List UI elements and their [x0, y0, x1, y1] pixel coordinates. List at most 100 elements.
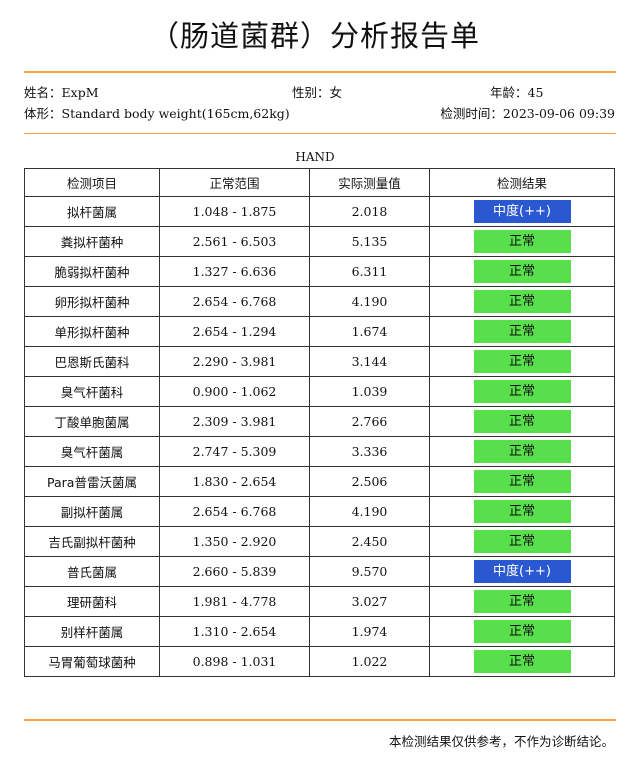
cell-range: 1.350 - 2.920	[159, 526, 310, 557]
cell-range: 2.561 - 6.503	[159, 226, 310, 257]
cell-result: 正常	[429, 376, 615, 407]
result-badge-normal: 正常	[473, 320, 571, 343]
cell-range: 1.310 - 2.654	[159, 616, 310, 647]
cell-value: 2.506	[309, 466, 430, 497]
cell-value: 4.190	[309, 286, 430, 317]
header-range: 正常范围	[159, 168, 310, 197]
result-badge-normal: 正常	[473, 230, 571, 253]
patient-body-value: Standard body weight(165cm,62kg)	[61, 106, 290, 121]
cell-item: 丁酸单胞菌属	[24, 406, 160, 437]
cell-item: 单形拟杆菌种	[24, 316, 160, 347]
cell-item: 拟杆菌属	[24, 196, 160, 227]
cell-range: 1.048 - 1.875	[159, 196, 310, 227]
cell-range: 1.830 - 2.654	[159, 466, 310, 497]
result-badge-normal: 正常	[473, 500, 571, 523]
disclaimer-note: 本检测结果仅供参考，不作为诊断结论。	[388, 734, 614, 749]
cell-item: Para普雷沃菌属	[24, 466, 160, 497]
cell-result: 正常	[429, 346, 615, 377]
cell-range: 2.654 - 6.768	[159, 286, 310, 317]
sample-label: HAND	[295, 150, 335, 164]
cell-item: 吉氏副拟杆菌种	[24, 526, 160, 557]
patient-body-label: 体形：	[24, 106, 62, 121]
patient-age: 年龄：45	[490, 84, 543, 102]
cell-value: 1.674	[309, 316, 430, 347]
cell-result: 中度(++)	[429, 196, 615, 227]
table-row: 脆弱拟杆菌种 1.327 - 6.636 6.311 正常	[24, 256, 615, 287]
result-badge-high: 中度(++)	[473, 200, 571, 223]
test-time: 检测时间：2023-09-06 09:39	[440, 105, 615, 123]
cell-item: 马胃葡萄球菌种	[24, 646, 160, 677]
result-badge-high: 中度(++)	[473, 560, 571, 583]
results-table: 检测项目 正常范围 实际测量值 检测结果 拟杆菌属 1.048 - 1.875 2.…	[24, 168, 615, 677]
cell-result: 正常	[429, 316, 615, 347]
table-row: 别样杆菌属 1.310 - 2.654 1.974 正常	[24, 616, 615, 647]
cell-range: 0.898 - 1.031	[159, 646, 310, 677]
cell-value: 9.570	[309, 556, 430, 587]
cell-range: 2.654 - 6.768	[159, 496, 310, 527]
cell-value: 6.311	[309, 256, 430, 287]
cell-value: 4.190	[309, 496, 430, 527]
cell-result: 正常	[429, 256, 615, 287]
result-badge-normal: 正常	[473, 350, 571, 373]
cell-item: 副拟杆菌属	[24, 496, 160, 527]
cell-value: 3.144	[309, 346, 430, 377]
table-row: Para普雷沃菌属 1.830 - 2.654 2.506 正常	[24, 466, 615, 497]
cell-item: 粪拟杆菌种	[24, 226, 160, 257]
cell-result: 正常	[429, 496, 615, 527]
cell-value: 1.022	[309, 646, 430, 677]
table-row: 臭气杆菌科 0.900 - 1.062 1.039 正常	[24, 376, 615, 407]
cell-value: 2.766	[309, 406, 430, 437]
table-row: 拟杆菌属 1.048 - 1.875 2.018 中度(++)	[24, 196, 615, 227]
cell-result: 正常	[429, 286, 615, 317]
cell-range: 2.660 - 5.839	[159, 556, 310, 587]
cell-result: 正常	[429, 436, 615, 467]
patient-gender-label: 性别：	[292, 85, 330, 100]
cell-result: 中度(++)	[429, 556, 615, 587]
result-badge-normal: 正常	[473, 440, 571, 463]
cell-result: 正常	[429, 526, 615, 557]
cell-result: 正常	[429, 586, 615, 617]
cell-range: 2.290 - 3.981	[159, 346, 310, 377]
patient-gender: 性别：女	[292, 84, 342, 102]
patient-name: 姓名：ExpM	[24, 84, 99, 102]
cell-value: 2.018	[309, 196, 430, 227]
header-result: 检测结果	[429, 168, 615, 197]
table-row: 卵形拟杆菌种 2.654 - 6.768 4.190 正常	[24, 286, 615, 317]
table-row: 巴恩斯氏菌科 2.290 - 3.981 3.144 正常	[24, 346, 615, 377]
cell-item: 脆弱拟杆菌种	[24, 256, 160, 287]
cell-value: 1.974	[309, 616, 430, 647]
cell-range: 1.981 - 4.778	[159, 586, 310, 617]
table-row: 臭气杆菌属 2.747 - 5.309 3.336 正常	[24, 436, 615, 467]
table-row: 粪拟杆菌种 2.561 - 6.503 5.135 正常	[24, 226, 615, 257]
test-time-label: 检测时间：	[440, 106, 503, 121]
patient-age-value: 45	[527, 85, 544, 100]
cell-item: 理研菌科	[24, 586, 160, 617]
table-row: 单形拟杆菌种 2.654 - 1.294 1.674 正常	[24, 316, 615, 347]
cell-result: 正常	[429, 616, 615, 647]
patient-name-value: ExpM	[61, 85, 99, 100]
cell-value: 3.027	[309, 586, 430, 617]
header-value: 实际测量值	[309, 168, 430, 197]
cell-item: 巴恩斯氏菌科	[24, 346, 160, 377]
test-time-value: 2023-09-06 09:39	[502, 106, 615, 121]
header-item: 检测项目	[24, 168, 160, 197]
info-divider	[24, 133, 616, 134]
patient-gender-value: 女	[329, 85, 343, 100]
cell-range: 2.654 - 1.294	[159, 316, 310, 347]
table-row: 丁酸单胞菌属 2.309 - 3.981 2.766 正常	[24, 406, 615, 437]
table-row: 吉氏副拟杆菌种 1.350 - 2.920 2.450 正常	[24, 526, 615, 557]
cell-item: 别样杆菌属	[24, 616, 160, 647]
result-badge-normal: 正常	[473, 530, 571, 553]
cell-range: 0.900 - 1.062	[159, 376, 310, 407]
cell-item: 臭气杆菌属	[24, 436, 160, 467]
patient-age-label: 年龄：	[490, 85, 528, 100]
table-row: 普氏菌属 2.660 - 5.839 9.570 中度(++)	[24, 556, 615, 587]
cell-value: 2.450	[309, 526, 430, 557]
table-row: 副拟杆菌属 2.654 - 6.768 4.190 正常	[24, 496, 615, 527]
cell-value: 3.336	[309, 436, 430, 467]
header-divider	[24, 71, 616, 73]
cell-result: 正常	[429, 466, 615, 497]
cell-item: 臭气杆菌科	[24, 376, 160, 407]
cell-item: 卵形拟杆菌种	[24, 286, 160, 317]
cell-result: 正常	[429, 646, 615, 677]
